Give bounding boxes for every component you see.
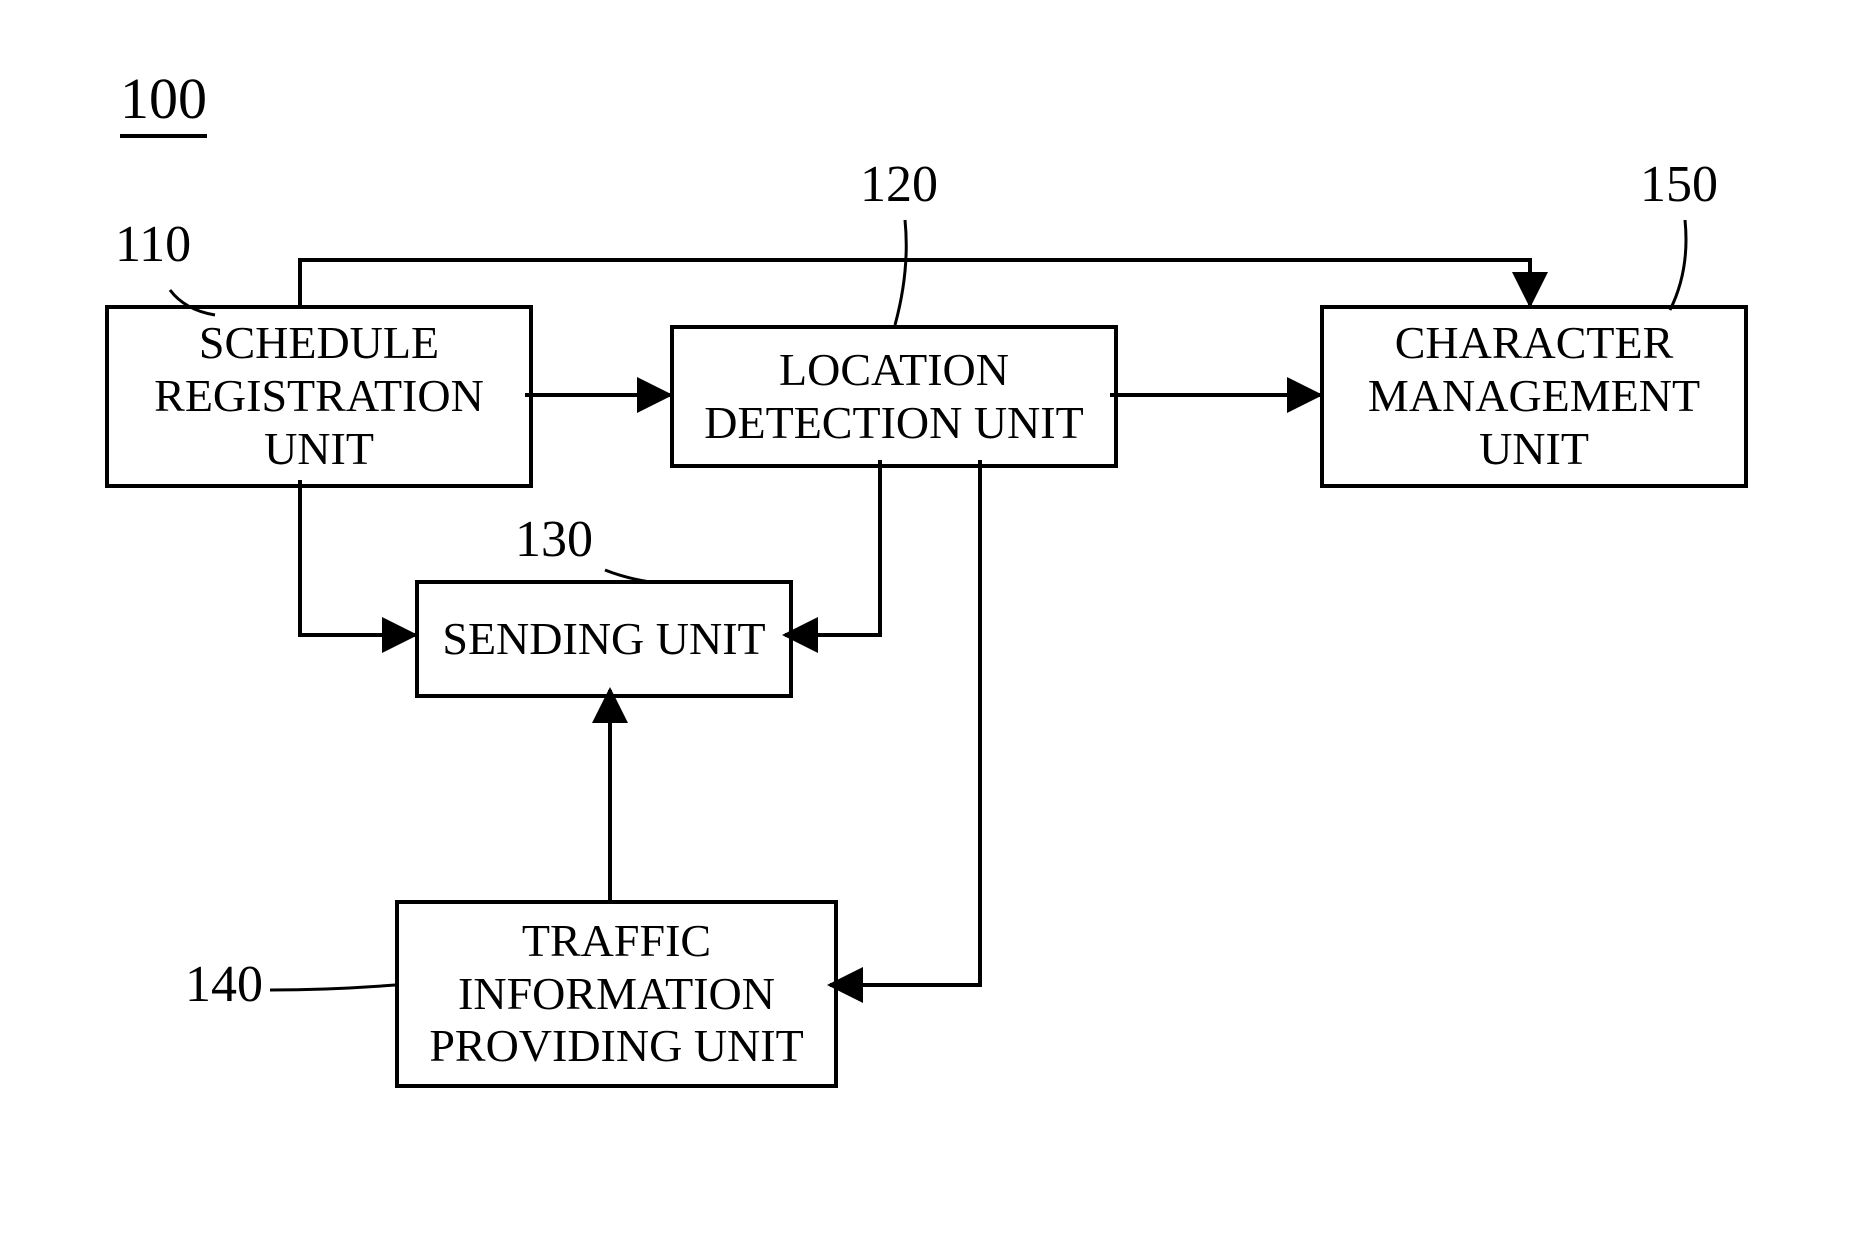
ref-130: 130 (515, 510, 593, 569)
box-label: CHARACTER MANAGEMENT UNIT (1324, 317, 1744, 476)
figure-number: 100 (120, 65, 207, 138)
box-label: TRAFFIC INFORMATION PROVIDING UNIT (399, 915, 834, 1074)
ref-120: 120 (860, 155, 938, 214)
box-location-detection-unit: LOCATION DETECTION UNIT (670, 325, 1118, 468)
box-label: SCHEDULE REGISTRATION UNIT (109, 317, 529, 476)
edge-schedule-to-sending (300, 480, 415, 635)
ref-140: 140 (185, 955, 263, 1014)
edge-location-to-sending (785, 460, 880, 635)
box-traffic-information-providing-unit: TRAFFIC INFORMATION PROVIDING UNIT (395, 900, 838, 1088)
box-label: SENDING UNIT (442, 613, 765, 666)
edge-location-to-traffic (830, 460, 980, 985)
box-schedule-registration-unit: SCHEDULE REGISTRATION UNIT (105, 305, 533, 488)
leader-r140 (270, 985, 395, 990)
ref-150: 150 (1640, 155, 1718, 214)
box-character-management-unit: CHARACTER MANAGEMENT UNIT (1320, 305, 1748, 488)
leader-r150 (1670, 220, 1686, 310)
ref-110: 110 (115, 215, 191, 274)
diagram-canvas: 100 110 120 150 130 140 SCHEDULE REGISTR… (0, 0, 1864, 1248)
edge-schedule-to-character-top (300, 260, 1530, 305)
box-sending-unit: SENDING UNIT (415, 580, 793, 698)
box-label: LOCATION DETECTION UNIT (674, 344, 1114, 450)
leader-r120 (895, 220, 906, 325)
